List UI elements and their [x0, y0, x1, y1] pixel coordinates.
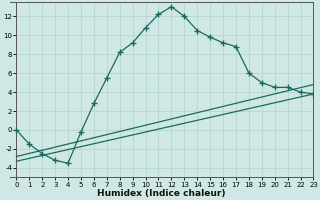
X-axis label: Humidex (Indice chaleur): Humidex (Indice chaleur)	[98, 189, 226, 198]
